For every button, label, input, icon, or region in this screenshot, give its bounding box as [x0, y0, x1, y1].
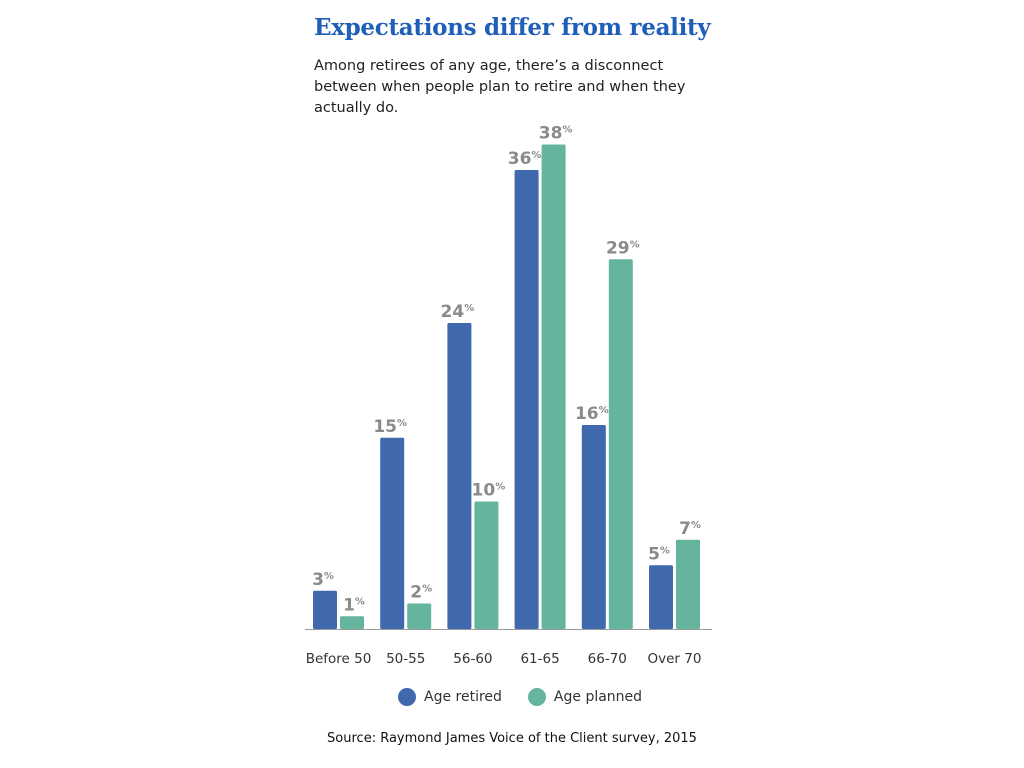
bar-age-planned-56-60 — [474, 501, 499, 629]
data-label-age-retired-61-65: 36% — [508, 149, 542, 169]
data-label-age-retired-before-50: 3% — [312, 570, 334, 590]
legend-item-age-retired: Age retired — [398, 688, 502, 706]
data-label-age-retired-over-70: 5% — [648, 544, 670, 564]
chart-subtitle: Among retirees of any age, there’s a dis… — [314, 58, 686, 116]
legend-swatch-age-retired — [398, 688, 416, 706]
bar-age-retired-before-50 — [313, 590, 337, 629]
bar-age-retired-over-70 — [649, 565, 673, 629]
legend-swatch-age-planned — [527, 688, 546, 706]
data-label-age-planned-61-65: 38% — [539, 124, 573, 144]
data-label-age-retired-56-60: 24% — [441, 302, 475, 322]
bar-age-planned-61-65 — [541, 144, 566, 629]
data-label-age-planned-66-70: 29% — [606, 238, 640, 258]
data-label-age-planned-before-50: 1% — [343, 595, 365, 615]
bar-age-planned-before-50 — [340, 616, 364, 629]
bar-age-planned-50-55 — [407, 603, 432, 629]
legend-label-age-retired: Age retired — [424, 689, 502, 705]
x-tick-label-61-65: 61-65 — [520, 651, 559, 667]
x-tick-label-56-60: 56-60 — [453, 651, 492, 667]
bar-age-retired-56-60 — [447, 323, 472, 629]
data-label-age-retired-66-70: 16% — [575, 404, 609, 424]
chart-title: Expectations differ from reality — [314, 14, 711, 41]
legend-item-age-planned: Age planned — [527, 688, 643, 706]
data-label-age-planned-56-60: 10% — [472, 481, 506, 501]
bar-age-retired-61-65 — [514, 170, 539, 629]
data-label-age-planned-50-55: 2% — [410, 583, 432, 603]
x-tick-label-before-50: Before 50 — [306, 651, 372, 667]
bar-age-planned-over-70 — [676, 539, 700, 629]
x-tick-label-50-55: 50-55 — [386, 651, 425, 667]
legend: Age retired Age planned — [398, 688, 668, 706]
bar-age-planned-66-70 — [608, 259, 633, 629]
x-tick-label-over-70: Over 70 — [648, 651, 702, 667]
x-tick-label-66-70: 66-70 — [588, 651, 627, 667]
data-label-age-retired-50-55: 15% — [373, 417, 407, 437]
legend-label-age-planned: Age planned — [553, 689, 643, 705]
source-note: Source: Raymond James Voice of the Clien… — [327, 731, 697, 746]
data-label-age-planned-over-70: 7% — [679, 519, 701, 539]
bar-age-retired-66-70 — [581, 425, 606, 629]
bar-age-retired-50-55 — [380, 437, 405, 629]
